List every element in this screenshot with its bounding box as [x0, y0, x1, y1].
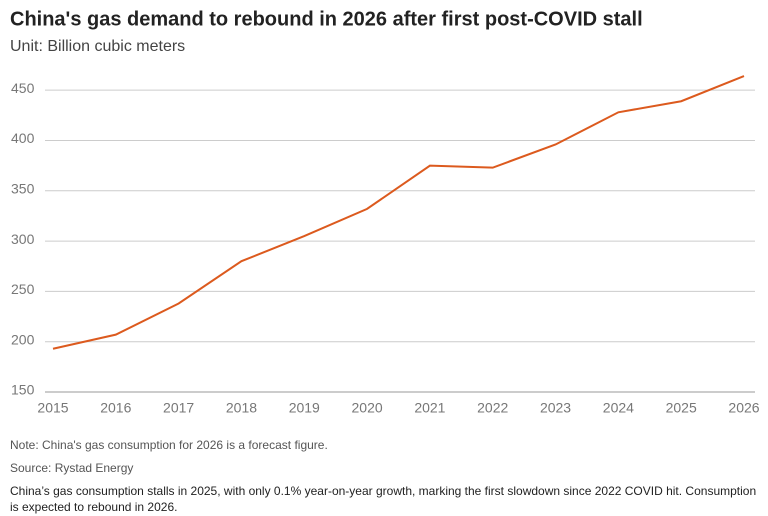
y-tick-label: 400 [11, 130, 35, 146]
x-tick-label: 2026 [728, 400, 759, 416]
y-tick-label: 150 [11, 382, 35, 398]
x-tick-label: 2018 [226, 400, 257, 416]
x-tick-label: 2015 [37, 400, 68, 416]
x-tick-label: 2021 [414, 400, 445, 416]
x-tick-label: 2019 [289, 400, 320, 416]
y-tick-label: 200 [11, 331, 35, 347]
x-tick-label: 2023 [540, 400, 571, 416]
source: Source: Rystad Energy [10, 461, 134, 475]
x-tick-label: 2025 [666, 400, 697, 416]
y-tick-label: 450 [11, 80, 35, 96]
note: Note: China's gas consumption for 2026 i… [10, 438, 328, 452]
x-tick-label: 2024 [603, 400, 634, 416]
chart: China's gas demand to rebound in 2026 af… [10, 8, 760, 416]
caption: China’s gas consumption stalls in 2025, … [10, 484, 757, 514]
y-tick-label: 300 [11, 231, 35, 247]
x-tick-label: 2020 [352, 400, 383, 416]
data-line [52, 75, 745, 350]
x-tick-label: 2022 [477, 400, 508, 416]
y-tick-label: 250 [11, 281, 35, 297]
chart-title: China's gas demand to rebound in 2026 af… [10, 8, 643, 30]
x-tick-label: 2017 [163, 400, 194, 416]
x-tick-label: 2016 [100, 400, 131, 416]
y-tick-label: 350 [11, 180, 35, 196]
chart-subtitle: Unit: Billion cubic meters [10, 38, 185, 55]
